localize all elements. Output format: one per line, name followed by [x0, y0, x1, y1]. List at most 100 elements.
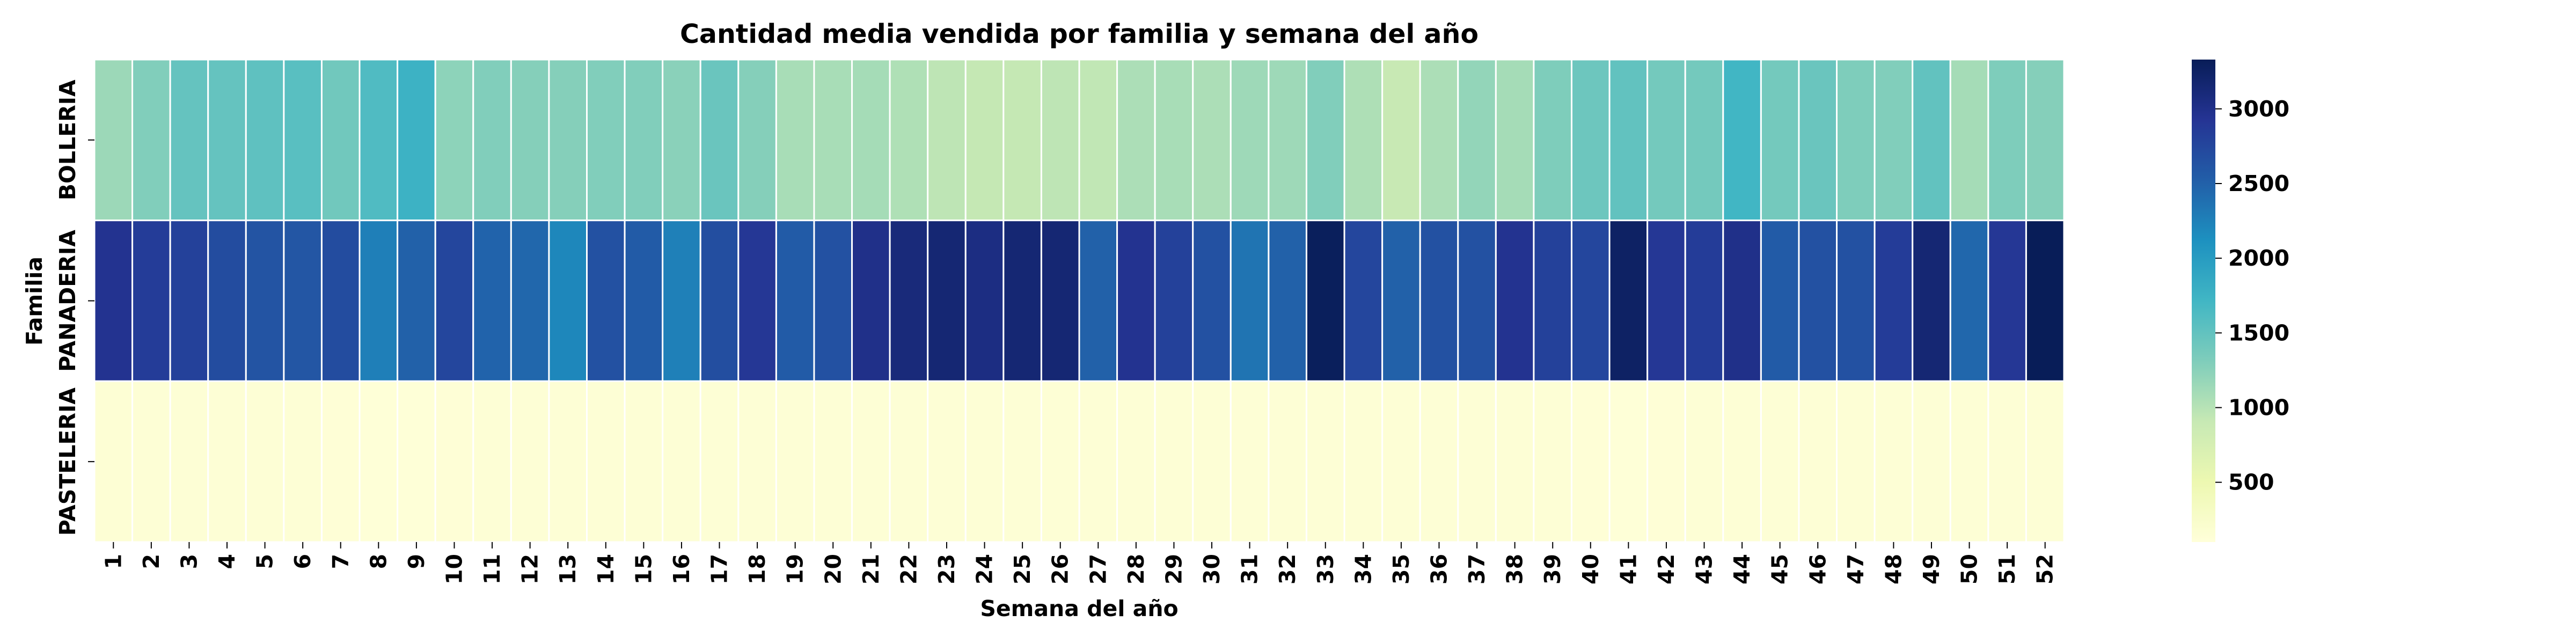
x-tick-label: 43 [1692, 554, 1717, 584]
x-tick-label: 42 [1653, 554, 1679, 584]
heatmap-cell [1230, 58, 1270, 222]
x-tick-label: 50 [1957, 554, 1982, 584]
heatmap-cell [1305, 58, 1345, 222]
chart-title: Cantidad media vendida por familia y sem… [680, 19, 1479, 49]
heatmap-cell [1533, 58, 1573, 222]
heatmap-cell [510, 380, 550, 543]
heatmap-cell [131, 380, 171, 543]
heatmap-cell [1684, 219, 1724, 382]
heatmap-cell [434, 219, 474, 382]
heatmap-cell [1912, 58, 1951, 222]
heatmap-cell [1987, 58, 2027, 222]
heatmap-cell [1722, 219, 1762, 382]
x-tick-label: 49 [1919, 554, 1944, 584]
heatmap-cell [510, 219, 550, 382]
heatmap-cell [1457, 219, 1497, 382]
heatmap-cell [737, 219, 777, 382]
heatmap-cell [1646, 219, 1686, 382]
heatmap-cell [1760, 219, 1800, 382]
x-tick-label: 19 [782, 554, 808, 584]
y-tick-label: PASTELERIA [55, 387, 80, 536]
heatmap-cell [1760, 58, 1800, 222]
x-tick-label: 46 [1805, 554, 1831, 584]
heatmap-cell [737, 58, 777, 222]
heatmap-cell [662, 219, 701, 382]
colorbar-tick-label: 3000 [2228, 96, 2289, 122]
heatmap-cell [1722, 58, 1762, 222]
heatmap-cell [813, 380, 853, 543]
heatmap-cell [1571, 380, 1611, 543]
heatmap-cell [699, 219, 740, 382]
x-axis-label: Semana del año [980, 596, 1178, 621]
heatmap-cell [548, 380, 588, 543]
x-tick-label: 33 [1313, 554, 1338, 584]
heatmap-cell [358, 380, 399, 543]
heatmap-cell [624, 58, 664, 222]
x-tick-label: 5 [252, 554, 278, 569]
heatmap-cell [1154, 58, 1194, 222]
heatmap-cell [964, 380, 1005, 543]
heatmap-cell [1343, 58, 1384, 222]
x-tick-label: 51 [1994, 554, 2020, 584]
heatmap-cell [662, 58, 701, 222]
x-tick-label: 27 [1085, 554, 1111, 584]
heatmap-cell [1722, 380, 1762, 543]
heatmap-cell [1874, 380, 1914, 543]
heatmap-cell [586, 380, 626, 543]
x-tick-label: 29 [1161, 554, 1187, 584]
y-axis-label: Familia [21, 257, 47, 346]
heatmap-cell [851, 380, 891, 543]
heatmap-cell [1949, 58, 1989, 222]
heatmap-cell [1533, 219, 1573, 382]
x-tick-label: 11 [479, 554, 505, 584]
x-tick-label: 25 [1009, 554, 1035, 584]
heatmap-cell [889, 58, 929, 222]
heatmap-cell [1646, 380, 1686, 543]
heatmap-cell [397, 58, 436, 222]
heatmap-cell [1078, 58, 1118, 222]
heatmap-cell [358, 219, 399, 382]
x-axis-ticks: 1 2 3 4 5 6 7 8 9 10 11 12 13 14 15 16 17 18 19 20 21 22 23 24 2… [100, 542, 2058, 584]
heatmap-cell [927, 380, 967, 543]
heatmap-cell [851, 58, 891, 222]
x-tick-label: 24 [972, 554, 998, 584]
x-tick-label: 28 [1123, 554, 1149, 584]
heatmap-cell [1760, 380, 1800, 543]
x-tick-label: 21 [858, 554, 884, 584]
heatmap-cell [169, 58, 209, 222]
heatmap-cell [397, 380, 436, 543]
heatmap-cell [1457, 58, 1497, 222]
heatmap-cell [1343, 219, 1384, 382]
heatmap-cell [93, 58, 134, 222]
heatmap-cell [1268, 380, 1307, 543]
heatmap-cell [2025, 380, 2065, 543]
heatmap-cell [283, 58, 323, 222]
heatmap-cell [472, 380, 512, 543]
heatmap-cell [1002, 219, 1042, 382]
colorbar-tick-label: 2000 [2228, 245, 2289, 271]
heatmap-cell [1798, 380, 1838, 543]
heatmap-cell [1040, 219, 1080, 382]
colorbar-tick-label: 500 [2228, 470, 2274, 495]
heatmap-cell [358, 58, 399, 222]
heatmap-cell [1116, 58, 1156, 222]
heatmap-cell [813, 58, 853, 222]
heatmap-cell [1987, 219, 2027, 382]
colorbar-tick-label: 1500 [2228, 320, 2289, 346]
x-tick-label: 14 [593, 554, 619, 584]
heatmap-cell [1874, 58, 1914, 222]
x-tick-label: 32 [1275, 554, 1300, 584]
heatmap-cell [245, 219, 285, 382]
heatmap-cell [1230, 219, 1270, 382]
heatmap-cell [1912, 219, 1951, 382]
heatmap-cell [283, 380, 323, 543]
heatmap-cell [510, 58, 550, 222]
heatmap-cell [548, 58, 588, 222]
heatmap-cell [586, 219, 626, 382]
heatmap-cell [207, 219, 247, 382]
x-tick-label: 7 [328, 554, 354, 569]
colorbar-tick-label: 1000 [2228, 395, 2289, 421]
heatmap-cell [1836, 380, 1876, 543]
heatmap-cell [1343, 380, 1384, 543]
heatmap-cell [1040, 380, 1080, 543]
